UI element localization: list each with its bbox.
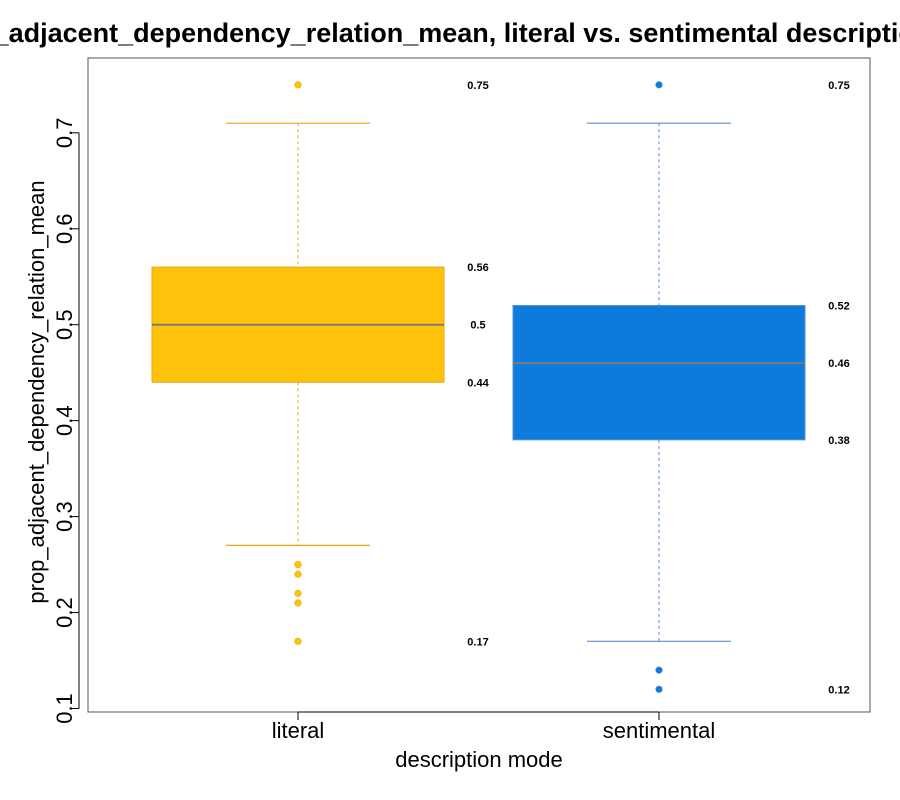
- outlier-point: [655, 81, 663, 89]
- data-label: 0.17: [467, 636, 488, 648]
- data-label: 0.12: [828, 684, 849, 696]
- y-tick-label: 0.5: [52, 309, 77, 340]
- y-axis-title: prop_adjacent_dependency_relation_mean: [24, 180, 49, 603]
- data-label: 0.5: [470, 320, 485, 332]
- box-sentimental: 0.75 0.52 0.46 0.38 0.12: [512, 80, 850, 696]
- x-axis: literal sentimental: [272, 711, 716, 743]
- y-tick-label: 0.4: [52, 405, 77, 436]
- boxes: 0.75 0.56 0.5 0.44 0.17 0.75 0.52 0.46 0.38 0.12: [151, 80, 850, 696]
- outlier-point: [294, 81, 302, 89]
- outlier-point: [655, 685, 663, 693]
- data-label: 0.52: [828, 301, 849, 313]
- outlier-point: [294, 589, 302, 597]
- outlier-point: [294, 637, 302, 645]
- data-label: 0.38: [828, 435, 849, 447]
- data-label: 0.75: [828, 80, 849, 92]
- y-tick-label: 0.7: [52, 118, 77, 149]
- outlier-point: [294, 570, 302, 578]
- x-tick-label: sentimental: [603, 718, 716, 743]
- outlier-point: [294, 560, 302, 569]
- iqr-box: [512, 305, 806, 441]
- box-literal: 0.75 0.56 0.5 0.44 0.17: [151, 80, 490, 648]
- outlier-point: [294, 599, 302, 607]
- data-label: 0.56: [467, 262, 488, 274]
- y-axis: 0.1 0.2 0.3 0.4 0.5 0.6 0.7: [52, 118, 80, 724]
- y-tick-label: 0.1: [52, 693, 77, 724]
- y-tick-label: 0.6: [52, 213, 77, 244]
- data-label: 0.75: [467, 80, 488, 92]
- x-axis-title: description mode: [395, 747, 563, 772]
- outlier-point: [655, 666, 663, 674]
- chart-title: prop_adjacent_dependency_relation_mean, …: [0, 18, 900, 48]
- data-label: 0.44: [467, 377, 489, 389]
- y-tick-label: 0.2: [52, 597, 77, 628]
- data-label: 0.46: [828, 358, 849, 370]
- x-tick-label: literal: [272, 718, 325, 743]
- y-tick-label: 0.3: [52, 501, 77, 532]
